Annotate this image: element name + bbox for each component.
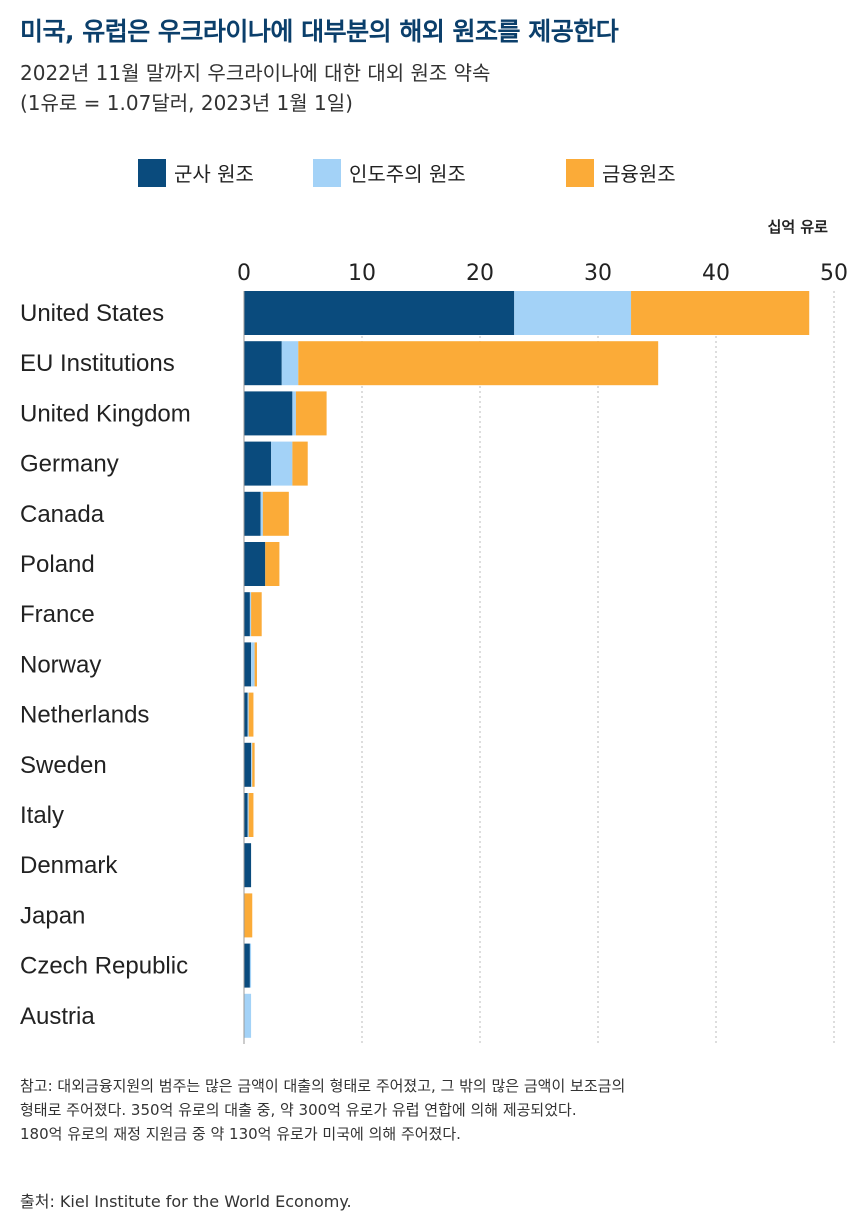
legend: 군사 원조 인도주의 원조 금융원조 bbox=[0, 158, 858, 188]
bar-sweden-financial bbox=[252, 742, 255, 787]
category-label-czech-republic: Czech Republic bbox=[20, 953, 188, 980]
bar-canada-military bbox=[244, 491, 261, 536]
legend-item-humanitarian: 인도주의 원조 bbox=[313, 158, 466, 187]
bar-czech-republic-military bbox=[244, 943, 250, 988]
bar-france-military bbox=[244, 592, 250, 637]
category-label-united-states: United States bbox=[20, 300, 164, 327]
note: 참고: 대외금융지원의 범주는 많은 금액이 대출의 형태로 주어졌고, 그 밖… bbox=[20, 1074, 850, 1146]
legend-label-financial: 금융원조 bbox=[602, 162, 676, 186]
x-tick-label-0: 0 bbox=[237, 261, 251, 286]
legend-label-humanitarian: 인도주의 원조 bbox=[349, 162, 466, 186]
x-tick-label-30: 30 bbox=[584, 261, 612, 286]
bar-germany-financial bbox=[292, 441, 308, 486]
bar-united-states-military bbox=[244, 291, 515, 335]
note-line-2: 형태로 주어졌다. 350억 유로의 대출 중, 약 300억 유로가 유럽 연… bbox=[20, 1101, 577, 1119]
bar-eu-institutions-financial bbox=[298, 341, 659, 386]
bar-netherlands-financial bbox=[248, 692, 254, 737]
category-label-norway: Norway bbox=[20, 651, 101, 678]
bar-poland-financial bbox=[265, 542, 280, 586]
bar-norway-humanitarian bbox=[251, 642, 255, 687]
note-line-3: 180억 유로의 재정 지원금 중 약 130억 유로가 미국에 의해 주어졌다… bbox=[20, 1125, 461, 1143]
legend-swatch-humanitarian bbox=[313, 158, 341, 187]
subtitle-line-1: 2022년 11월 말까지 우크라이나에 대한 대외 원조 약속 bbox=[20, 61, 491, 85]
category-label-canada: Canada bbox=[20, 501, 105, 528]
legend-swatch-military bbox=[138, 158, 166, 187]
bar-italy-financial bbox=[248, 793, 254, 837]
bar-united-states-humanitarian bbox=[514, 291, 632, 335]
bar-eu-institutions-humanitarian bbox=[281, 341, 299, 386]
legend-label-military: 군사 원조 bbox=[174, 162, 254, 186]
unit-label: 십억 유로 bbox=[767, 218, 828, 236]
subtitle-line-2: (1유로 = 1.07달러, 2023년 1월 1일) bbox=[20, 91, 353, 115]
bar-canada-humanitarian bbox=[260, 491, 263, 536]
chart-title: 미국, 유럽은 우크라이나에 대부분의 해외 원조를 제공한다 bbox=[20, 17, 619, 46]
category-label-eu-institutions: EU Institutions bbox=[20, 350, 175, 377]
bar-netherlands-military bbox=[244, 692, 248, 737]
bar-united-kingdom-military bbox=[244, 391, 293, 436]
x-tick-label-20: 20 bbox=[466, 261, 494, 286]
bar-italy-military bbox=[244, 793, 248, 837]
category-label-sweden: Sweden bbox=[20, 752, 107, 779]
category-label-netherlands: Netherlands bbox=[20, 702, 149, 729]
category-label-japan: Japan bbox=[20, 902, 85, 929]
bar-united-states-financial bbox=[631, 291, 810, 335]
bar-chart: 0 10 20 30 40 50 United States EU Institutions U… bbox=[20, 261, 848, 1044]
x-tick-label-10: 10 bbox=[348, 261, 376, 286]
category-label-france: France bbox=[20, 601, 95, 628]
x-tick-label-40: 40 bbox=[702, 261, 730, 286]
legend-item-military: 군사 원조 bbox=[138, 158, 254, 187]
bar-japan-financial bbox=[244, 893, 253, 938]
bar-netherlands-humanitarian bbox=[247, 692, 249, 737]
bar-germany-humanitarian bbox=[271, 441, 293, 486]
bar-norway-financial bbox=[254, 642, 257, 687]
bar-eu-institutions-military bbox=[244, 341, 282, 386]
note-line-1: 참고: 대외금융지원의 범주는 많은 금액이 대출의 형태로 주어졌고, 그 밖… bbox=[20, 1077, 626, 1095]
bar-canada-financial bbox=[262, 491, 289, 536]
x-tick-label-50: 50 bbox=[820, 261, 848, 286]
bar-united-kingdom-financial bbox=[295, 391, 327, 436]
bar-czech-republic-humanitarian bbox=[249, 943, 252, 988]
legend-item-financial: 금융원조 bbox=[566, 158, 676, 187]
category-label-united-kingdom: United Kingdom bbox=[20, 400, 191, 427]
bar-poland-military bbox=[244, 542, 266, 586]
source: 출처: Kiel Institute for the World Economy… bbox=[20, 1192, 352, 1211]
bar-sweden-military bbox=[244, 742, 252, 787]
bar-norway-military bbox=[244, 642, 252, 687]
category-label-poland: Poland bbox=[20, 551, 95, 578]
legend-swatch-financial bbox=[566, 158, 594, 187]
bar-sweden-humanitarian bbox=[251, 742, 253, 787]
category-label-germany: Germany bbox=[20, 451, 119, 478]
bar-germany-military bbox=[244, 441, 272, 486]
bar-italy-humanitarian bbox=[247, 793, 249, 837]
chart-subtitle: 2022년 11월 말까지 우크라이나에 대한 대외 원조 약속 (1유로 = … bbox=[20, 58, 490, 118]
category-label-austria: Austria bbox=[20, 1003, 95, 1030]
bar-france-financial bbox=[251, 592, 262, 637]
bar-austria-humanitarian bbox=[244, 993, 252, 1038]
bar-denmark-military bbox=[244, 843, 252, 888]
category-label-denmark: Denmark bbox=[20, 852, 118, 879]
bar-united-kingdom-humanitarian bbox=[292, 391, 296, 436]
bar-france-humanitarian bbox=[249, 592, 252, 637]
category-label-italy: Italy bbox=[20, 802, 64, 829]
